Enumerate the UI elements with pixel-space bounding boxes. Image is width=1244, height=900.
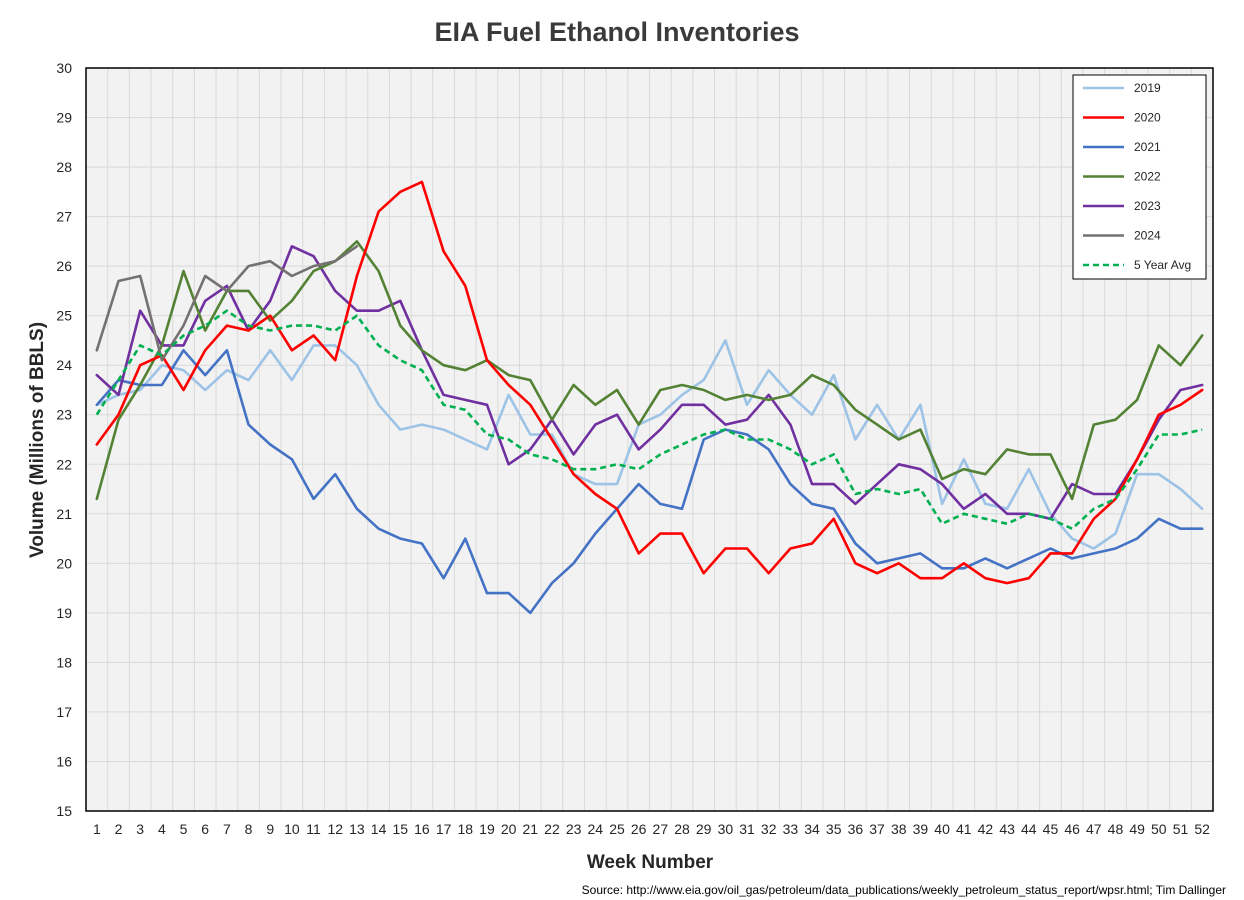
chart-title: EIA Fuel Ethanol Inventories: [434, 17, 799, 47]
x-tick-label: 48: [1108, 821, 1124, 837]
source-note: Source: http://www.eia.gov/oil_gas/petro…: [582, 883, 1226, 897]
x-tick-label: 19: [479, 821, 495, 837]
x-tick-label: 29: [696, 821, 712, 837]
series-line-2022: [95, 240, 1204, 501]
x-tick-label: 39: [913, 821, 929, 837]
y-tick-label: 22: [56, 456, 72, 472]
y-tick-label: 20: [56, 555, 72, 571]
x-tick-label: 9: [266, 821, 274, 837]
grid-lines: [86, 68, 1213, 811]
x-tick-label: 2: [115, 821, 123, 837]
y-tick-label: 15: [56, 803, 72, 819]
series-line-2023: [95, 245, 1204, 521]
x-tick-label: 28: [674, 821, 690, 837]
series-line-2024: [95, 245, 359, 362]
legend-label: 2019: [1134, 81, 1161, 95]
legend: 2019 2020 2021 2022 2023 2024 5 Year Avg: [1072, 74, 1207, 280]
x-tick-label: 6: [201, 821, 209, 837]
series-line-5-year-avg: [95, 309, 1203, 530]
y-tick-label: 27: [56, 209, 72, 225]
y-tick-label: 18: [56, 654, 72, 670]
plot-border: [85, 67, 1214, 812]
legend-label: 2023: [1134, 199, 1161, 213]
x-tick-label: 31: [739, 821, 755, 837]
x-tick-label: 51: [1173, 821, 1189, 837]
x-tick-label: 44: [1021, 821, 1037, 837]
x-tick-label: 16: [414, 821, 430, 837]
x-tick-label: 3: [136, 821, 144, 837]
x-tick-label: 24: [588, 821, 604, 837]
y-tick-label: 26: [56, 258, 72, 274]
x-tick-label: 11: [306, 821, 321, 837]
legend-label: 5 Year Avg: [1134, 258, 1191, 272]
legend-label: 2024: [1134, 229, 1161, 243]
series-line-2021: [95, 349, 1204, 615]
x-tick-label: 50: [1151, 821, 1167, 837]
x-tick-label: 47: [1086, 821, 1102, 837]
x-tick-label: 32: [761, 821, 777, 837]
legend-label: 2022: [1134, 170, 1161, 184]
y-tick-label: 16: [56, 753, 72, 769]
x-tick-label: 23: [566, 821, 582, 837]
y-tick-label: 24: [56, 357, 72, 373]
x-tick-label: 1: [93, 821, 101, 837]
y-tick-label: 19: [56, 605, 72, 621]
legend-label: 2021: [1134, 140, 1161, 154]
x-tick-label: 10: [284, 821, 300, 837]
x-tick-label: 36: [848, 821, 864, 837]
x-tick-label: 27: [653, 821, 669, 837]
x-tick-label: 35: [826, 821, 842, 837]
x-tick-label: 8: [245, 821, 253, 837]
series-line-2020: [95, 180, 1204, 585]
y-tick-label: 23: [56, 407, 72, 423]
x-axis-ticks: 1 2 3 4 5 6 7 8 9 10 11 12 13 14 15 16 17 18 19 20 21 22 23 24 2…: [93, 821, 1210, 837]
y-axis-title: Volume (Millions of BBLS): [27, 322, 48, 558]
x-tick-label: 13: [349, 821, 365, 837]
y-tick-label: 21: [56, 506, 72, 522]
x-tick-label: 52: [1194, 821, 1210, 837]
x-tick-label: 4: [158, 821, 166, 837]
series-line-2019: [95, 339, 1204, 550]
x-tick-label: 5: [180, 821, 188, 837]
x-tick-label: 37: [869, 821, 885, 837]
y-tick-label: 17: [56, 704, 72, 720]
x-tick-label: 25: [609, 821, 625, 837]
series-lines: [95, 180, 1204, 615]
x-tick-label: 7: [223, 821, 231, 837]
x-tick-label: 12: [327, 821, 343, 837]
x-tick-label: 49: [1129, 821, 1145, 837]
x-tick-label: 30: [718, 821, 734, 837]
x-tick-label: 46: [1064, 821, 1080, 837]
x-tick-label: 20: [501, 821, 517, 837]
x-tick-label: 33: [783, 821, 799, 837]
x-tick-label: 41: [956, 821, 972, 837]
x-tick-label: 14: [371, 821, 387, 837]
y-tick-label: 29: [56, 110, 72, 126]
x-tick-label: 34: [804, 821, 820, 837]
x-tick-label: 22: [544, 821, 560, 837]
y-tick-label: 25: [56, 308, 72, 324]
x-tick-label: 17: [436, 821, 452, 837]
x-axis-title: Week Number: [587, 852, 714, 873]
x-tick-label: 45: [1043, 821, 1059, 837]
x-tick-label: 42: [978, 821, 994, 837]
legend-label: 2020: [1134, 111, 1161, 125]
x-tick-label: 40: [934, 821, 950, 837]
x-tick-label: 15: [392, 821, 408, 837]
x-tick-label: 18: [457, 821, 473, 837]
x-tick-label: 43: [999, 821, 1015, 837]
x-tick-label: 21: [523, 821, 539, 837]
x-tick-label: 38: [891, 821, 907, 837]
y-tick-label: 30: [56, 60, 72, 76]
x-tick-label: 26: [631, 821, 647, 837]
y-tick-label: 28: [56, 159, 72, 175]
y-axis-ticks: 15 16 17 18 19 20 21 22 23 24 25 26 27 28 29 30: [56, 60, 72, 819]
